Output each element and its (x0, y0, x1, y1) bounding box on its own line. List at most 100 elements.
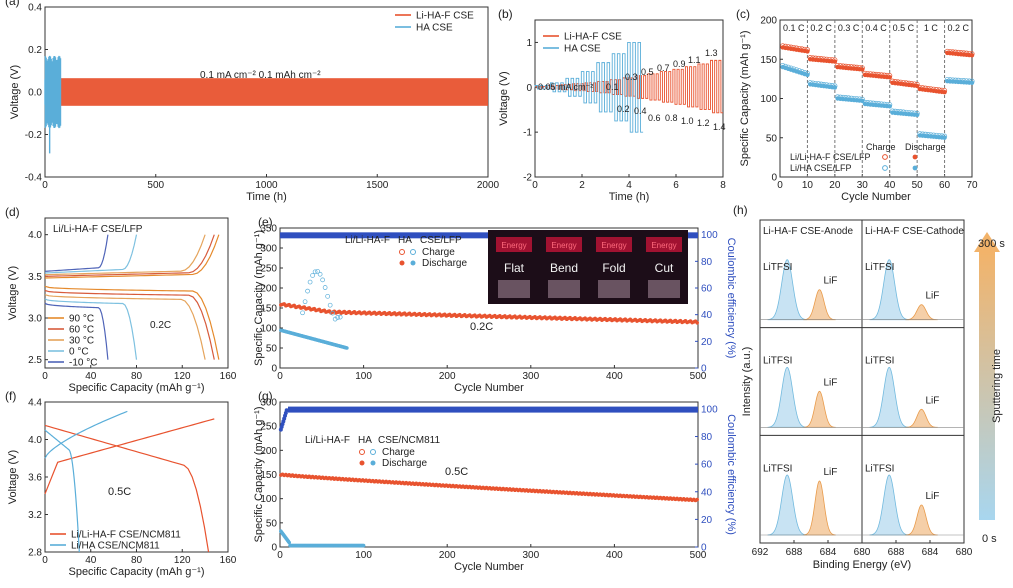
legend-label: Li-HA-F CSE (416, 11, 474, 22)
legend-marker (399, 249, 405, 255)
peak-label: LiF (824, 467, 838, 478)
led-energy-sign (646, 237, 682, 252)
legend-label: HA (398, 235, 412, 246)
y2-tick-label: 0 (701, 543, 707, 554)
capacity-point-charge (782, 63, 789, 69)
capacity-point-charge (791, 66, 797, 72)
ha-charge-point (307, 279, 313, 285)
legend-marker (370, 460, 376, 466)
capacity-point (914, 112, 920, 118)
capacity-point (942, 90, 947, 95)
li-ha-f-voltage-band (45, 78, 488, 106)
sputtering-arrow (979, 252, 995, 520)
legend-label: 90 °C (69, 314, 94, 325)
capacity-point (860, 67, 865, 72)
legend-marker (882, 154, 888, 160)
legend-marker (410, 260, 416, 266)
capacity-point-charge (802, 69, 808, 76)
x-tick-label: 6 (673, 180, 679, 191)
discharge-curve (44, 289, 215, 360)
y2-tick-label: 40 (701, 487, 713, 498)
panel-label: (f) (5, 389, 16, 403)
legend-label: 0 °C (69, 347, 89, 358)
legend-label: Li/Li-HA-F (305, 435, 350, 446)
condition-annotation: 0.1 mA cm⁻² 0.1 mAh cm⁻² (200, 70, 321, 81)
peak-label: LiTFSI (865, 463, 894, 474)
legend-label: HA CSE (564, 44, 601, 55)
capacity-point (914, 83, 920, 89)
pouch-cell (548, 280, 580, 298)
y-tick-label: 1 (526, 38, 532, 49)
panel-label: (a) (5, 0, 20, 8)
y-tick-label: 4.0 (28, 435, 42, 446)
y2-tick-label: 40 (701, 310, 713, 321)
led-caption: Energy (651, 241, 676, 250)
current-label: 1.0 (681, 116, 694, 126)
y2-tick-label: 20 (701, 337, 713, 348)
y2-tick-label: 60 (701, 284, 713, 295)
capacity-point-charge (780, 62, 786, 69)
panel-label: (d) (5, 205, 20, 219)
discharge-curve (44, 294, 206, 360)
peak-label: LiF (926, 395, 940, 406)
y-axis-label: Voltage (V) (7, 450, 19, 504)
capacity-point-charge (785, 64, 791, 70)
y2-tick-label: 20 (701, 515, 713, 526)
capacity-point-charge (832, 57, 838, 63)
legend-label: CSE/LFP (420, 235, 462, 246)
y-tick-label: 300 (260, 244, 277, 255)
led-caption: Energy (601, 241, 626, 250)
y-tick-label: -0.4 (25, 173, 43, 184)
x-tick-label: 4 (626, 180, 632, 191)
peak-label: LiTFSI (865, 262, 894, 273)
led-energy-sign (496, 237, 532, 252)
current-label: 1.4 (713, 122, 726, 132)
discharge-curve (44, 298, 138, 360)
current-label: 0.3 (625, 72, 638, 82)
peak-label: LiF (824, 276, 838, 287)
current-label: 0.7 (657, 63, 670, 73)
li-ha-f-charge-curve (44, 418, 215, 495)
ha-charge-point (322, 285, 328, 290)
li-ha-f-discharge-curve (44, 424, 210, 553)
panel-h: (h) Li-HA-F CSE-Anode Li-HA-F CSE-Cathode L… (733, 203, 1005, 571)
photo-label: Fold (602, 261, 625, 275)
x-tick-label: 40 (884, 180, 896, 191)
rate-annotation: 0.2C (470, 321, 493, 333)
capacity-point-charge (832, 83, 838, 89)
ha-voltage-band (44, 55, 62, 154)
y-tick-label: 0.2 (28, 45, 42, 56)
xps-peak (905, 304, 938, 321)
y-tick-label: 0.0 (28, 88, 42, 99)
x-tick-label: 684 (820, 547, 837, 558)
x-tick-label: 160 (220, 555, 237, 566)
capacity-point-charge (793, 67, 800, 73)
charge-curve (44, 234, 138, 274)
ha-discharge-curve (44, 429, 80, 553)
x-tick-label: 300 (522, 550, 539, 561)
x-tick-label: 200 (439, 550, 456, 561)
x-tick-label: 50 (912, 180, 924, 191)
y-tick-label: -1 (523, 128, 532, 139)
legend-marker (399, 260, 405, 266)
capacity-point-charge (969, 78, 975, 84)
ce-start-point (284, 408, 289, 413)
led-caption: Energy (551, 241, 576, 250)
x-tick-label: 0 (42, 180, 48, 191)
y-tick-label: 4.0 (28, 230, 42, 241)
x-axis-label: Time (h) (246, 191, 287, 203)
y-tick-label: 0 (271, 364, 277, 375)
x-tick-label: 100 (355, 371, 372, 382)
y-axis-label: Voltage (V) (498, 71, 510, 125)
legend-label: HA CSE (416, 23, 453, 34)
ha-charge-point (337, 314, 343, 320)
panel-label: (h) (733, 203, 748, 217)
xps-peak (767, 474, 807, 536)
legend-label: Li/Li-HA-F CSE/NCM811 (71, 530, 181, 541)
y2-axis-label: Coulombic efficiency (%) (725, 238, 737, 359)
li-ha-f-capacity-point (695, 497, 699, 502)
y-axis-label: Voltage (V) (7, 266, 19, 320)
xps-peak (767, 259, 807, 321)
capacity-point (942, 135, 947, 140)
current-label: 0.6 (648, 113, 661, 123)
